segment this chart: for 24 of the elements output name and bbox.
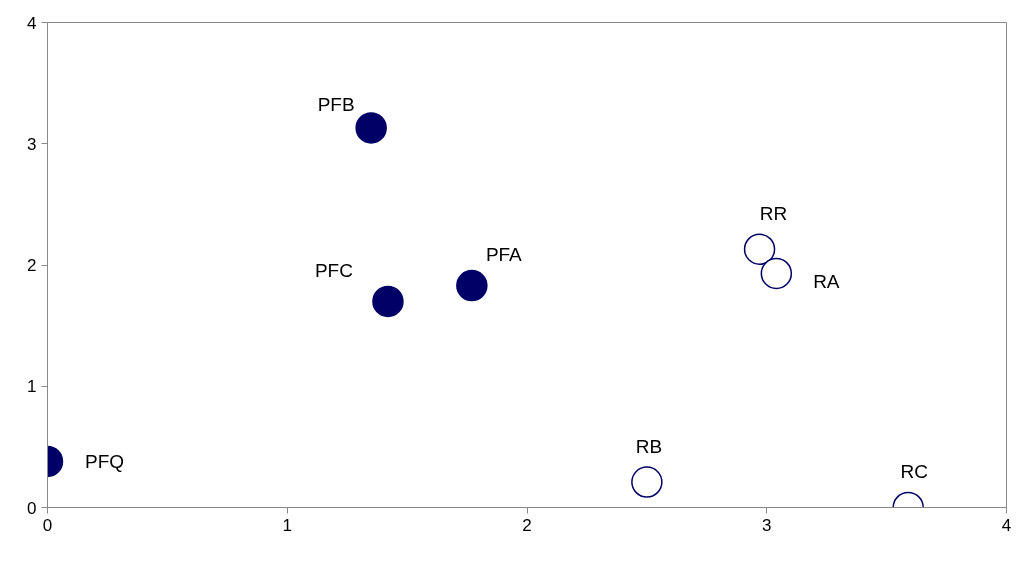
y-tick-label: 3 — [27, 134, 37, 154]
x-tick-label: 3 — [762, 515, 772, 535]
annotation: RR — [759, 202, 788, 224]
x-tick-label: 2 — [522, 515, 532, 535]
y-tick-label: 4 — [27, 13, 37, 33]
y-tick-label: 0 — [27, 498, 37, 518]
annotation: RA — [813, 270, 840, 292]
annotation: PFB — [317, 94, 355, 116]
annotation: PFQ — [84, 450, 125, 472]
annotation: PFA — [485, 244, 523, 266]
x-tick-label: 1 — [282, 515, 292, 535]
y-tick-label: 1 — [27, 377, 37, 397]
point — [743, 233, 776, 265]
point — [760, 257, 793, 290]
point — [355, 112, 387, 144]
point — [372, 285, 404, 318]
annotation: PFC — [314, 259, 353, 281]
annotation: RB — [635, 435, 663, 457]
y-tick-label: 2 — [27, 256, 37, 275]
x-tick-label: 0 — [42, 515, 53, 535]
annotation: RC — [900, 461, 928, 482]
point — [631, 466, 663, 498]
x-tick-label: 4 — [1001, 515, 1012, 535]
point — [456, 269, 488, 302]
